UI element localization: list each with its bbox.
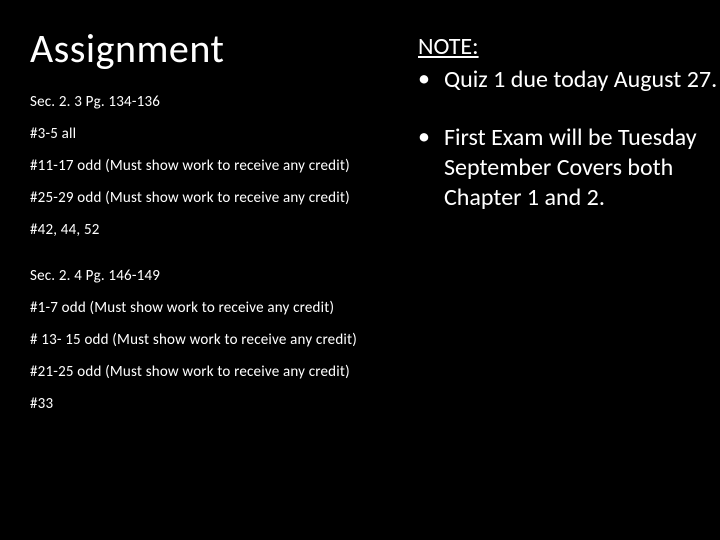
assignment-line: Sec. 2. 3 Pg. 134-136 (30, 93, 410, 111)
note-bullet-text: Quiz 1 due today August 27. (444, 65, 717, 95)
note-heading: NOTE: (418, 32, 720, 61)
assignment-line: #1-7 odd (Must show work to receive any … (30, 299, 410, 317)
bullet-icon: • (418, 123, 444, 213)
left-column: Assignment Sec. 2. 3 Pg. 134-136 #3-5 al… (30, 24, 410, 516)
assignment-line: #33 (30, 395, 410, 413)
assignment-line: #25-29 odd (Must show work to receive an… (30, 189, 410, 207)
assignment-line: #21-25 odd (Must show work to receive an… (30, 363, 410, 381)
note-bullet: • Quiz 1 due today August 27. (418, 65, 720, 95)
assignment-line: #11-17 odd (Must show work to receive an… (30, 157, 410, 175)
assignment-line: # 13- 15 odd (Must show work to receive … (30, 331, 410, 349)
note-bullet-text: First Exam will be Tuesday September Cov… (444, 123, 720, 213)
bullet-icon: • (418, 65, 444, 95)
assignment-line: #42, 44, 52 (30, 221, 410, 239)
section-header: Sec. 2. 4 Pg. 146-149 (30, 267, 410, 285)
right-column: NOTE: • Quiz 1 due today August 27. • Fi… (410, 24, 720, 516)
assignment-line: #3-5 all (30, 125, 410, 143)
slide-root: Assignment Sec. 2. 3 Pg. 134-136 #3-5 al… (0, 0, 720, 540)
page-title: Assignment (30, 24, 410, 73)
note-bullet: • First Exam will be Tuesday September C… (418, 123, 720, 213)
